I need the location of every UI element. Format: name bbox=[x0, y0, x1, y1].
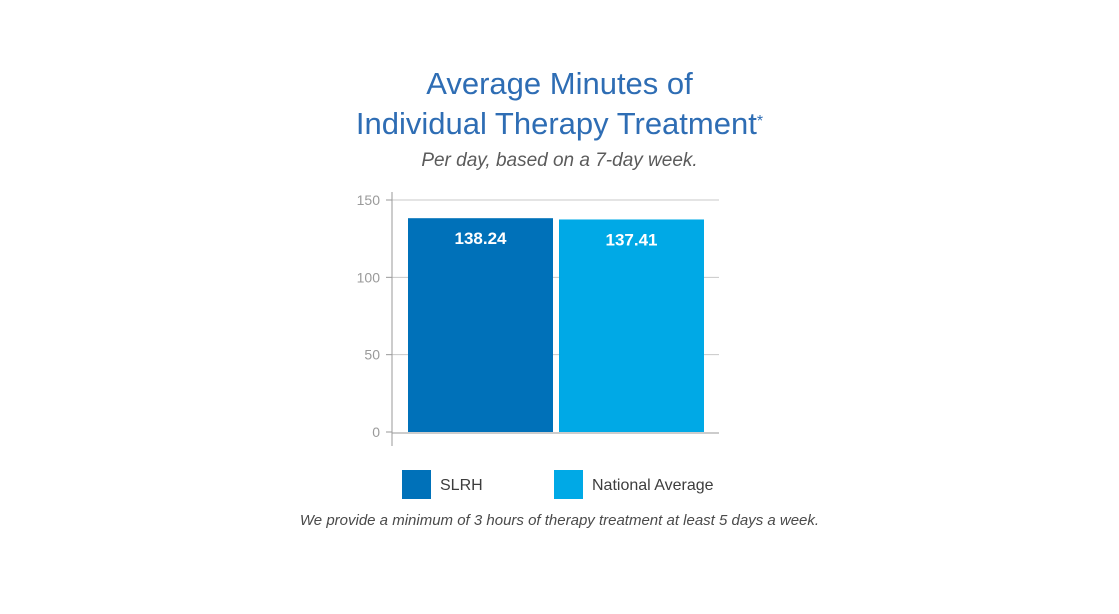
bar-value-label: 137.41 bbox=[606, 230, 658, 249]
y-tick-label: 0 bbox=[372, 424, 380, 440]
legend-label: National Average bbox=[592, 477, 714, 494]
y-tick-label: 150 bbox=[357, 192, 381, 208]
axes: 0 50 100 150 bbox=[357, 192, 719, 446]
chart-title-line-2: Individual Therapy Treatment* bbox=[0, 104, 1119, 144]
chart-title-line-1: Average Minutes of bbox=[426, 66, 693, 101]
chart-subtitle: Per day, based on a 7-day week. bbox=[421, 150, 698, 171]
y-tick-label: 100 bbox=[357, 269, 381, 285]
bar-value-label: 138.24 bbox=[455, 229, 508, 248]
y-tick-label: 50 bbox=[364, 347, 380, 363]
bar-slrh bbox=[408, 218, 553, 432]
legend-swatch-slrh bbox=[402, 470, 431, 499]
footnote-mark: * bbox=[756, 113, 764, 130]
footnote: We provide a minimum of 3 hours of thera… bbox=[299, 512, 820, 529]
legend-swatch-national-average bbox=[554, 470, 583, 499]
legend: SLRH National Average bbox=[402, 470, 714, 499]
chart-title: Average Minutes of Individual Therapy Tr… bbox=[0, 64, 1119, 144]
bars: 138.24 137.41 bbox=[408, 218, 704, 432]
bar-national-average bbox=[559, 219, 704, 432]
chart-title-line-2-text: Individual Therapy Treatment bbox=[355, 106, 757, 141]
legend-label: SLRH bbox=[440, 477, 483, 494]
